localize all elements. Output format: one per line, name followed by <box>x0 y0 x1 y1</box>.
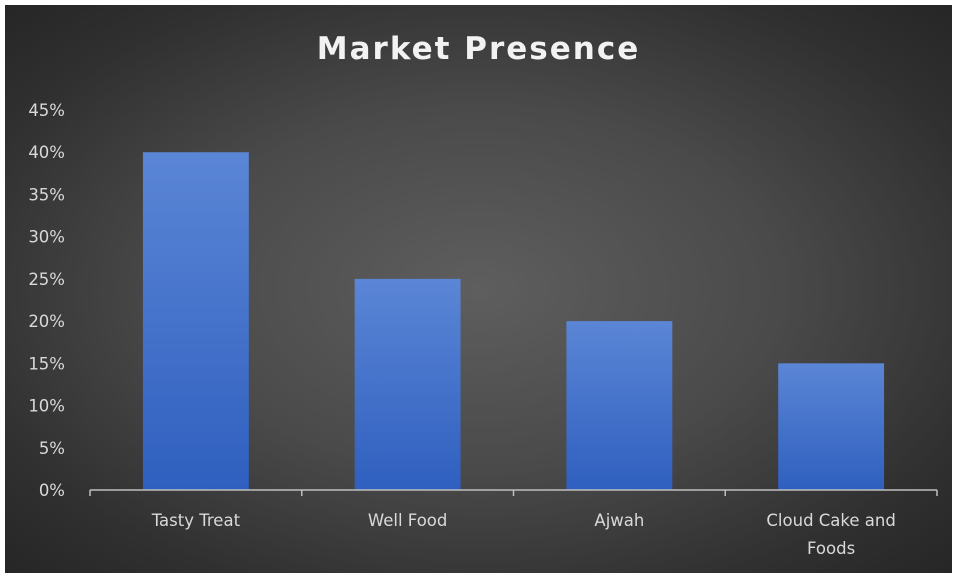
y-tick-label: 10% <box>28 397 65 416</box>
y-tick-label: 25% <box>28 270 65 289</box>
bar-ajwah <box>566 321 673 490</box>
y-tick-label: 35% <box>28 185 65 204</box>
x-axis <box>89 489 938 496</box>
y-tick-label: 20% <box>28 312 65 331</box>
x-axis-category-labels: Tasty Treat Well Food Ajwah Cloud Cake and F… <box>151 511 896 558</box>
bar-chart: 0% 5% 10% 15% 20% 25% 30% 35% 40% 45% Tasty Treat… <box>28 101 938 558</box>
chart-area: Market Presence 0% 5% 10% 15% 20% 25% 30% 35% 40… <box>5 5 952 573</box>
bar-cloud-cake-and-foods <box>778 363 885 490</box>
bar-tasty-treat <box>142 152 249 490</box>
y-tick-label: 5% <box>39 439 65 458</box>
bars <box>142 152 885 490</box>
y-tick-label: 40% <box>28 143 65 162</box>
y-axis-tick-labels: 0% 5% 10% 15% 20% 25% 30% 35% 40% 45% <box>28 101 65 500</box>
y-tick-label: 15% <box>28 354 65 373</box>
x-category-label: Cloud Cake and Foods <box>766 511 895 558</box>
x-category-label: Ajwah <box>594 511 644 530</box>
y-tick-label: 45% <box>28 101 65 120</box>
x-category-label: Tasty Treat <box>151 511 241 530</box>
bar-well-food <box>354 278 461 490</box>
chart-title: Market Presence <box>316 31 641 67</box>
y-tick-label: 0% <box>39 481 65 500</box>
x-category-label: Well Food <box>368 511 447 530</box>
y-tick-label: 30% <box>28 228 65 247</box>
